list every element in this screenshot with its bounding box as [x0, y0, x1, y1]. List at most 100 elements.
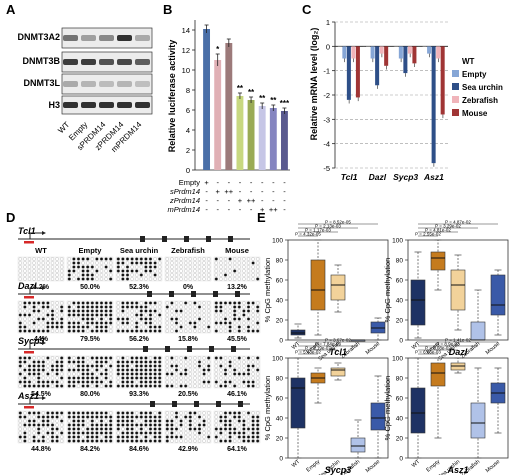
cpg-site [50, 419, 55, 423]
cpg-site [144, 257, 148, 261]
row-label-mprdm14: mPrdm14 [167, 205, 200, 214]
cpg-site [188, 427, 192, 431]
cpg-site [135, 423, 139, 427]
y-tick-label: 20 [276, 436, 284, 443]
cpg-site [228, 431, 232, 435]
cpg-site [153, 372, 157, 376]
p-value: P = 6.08e-02 [425, 346, 451, 351]
cpg-site [148, 415, 153, 419]
cpg-site [32, 364, 36, 368]
cpg-site [251, 257, 255, 261]
cpg-site [170, 261, 174, 265]
cpg-site [256, 427, 260, 431]
cpg-site [165, 372, 169, 376]
cpg-site [104, 313, 108, 317]
cpg-site [37, 261, 41, 265]
cpg-site [207, 435, 211, 439]
cpg-site [193, 329, 197, 333]
cpg-site [144, 431, 148, 435]
cpg-site [27, 368, 32, 372]
y-tick-label: 60 [276, 278, 284, 285]
cpg-site [41, 376, 45, 380]
cpg-site [139, 325, 143, 329]
cpg-site [193, 356, 197, 360]
sign-cell: - [250, 178, 253, 187]
cpg-site [18, 277, 22, 281]
cpg-site [130, 360, 134, 364]
cpg-site [76, 261, 81, 265]
legend-title: WT [462, 57, 475, 66]
blot-band [81, 59, 96, 65]
cpg-site [46, 435, 50, 439]
cpg-site [174, 423, 179, 427]
significance-mark: * [216, 45, 220, 54]
cpg-site [72, 380, 76, 384]
cpg-site [144, 372, 148, 376]
cpg-site [158, 372, 162, 376]
y-tick-label: 20 [276, 318, 284, 325]
blot-label-dnmt3b: DNMT3B [23, 56, 61, 66]
cpg-site [27, 325, 32, 329]
cpg-site [27, 364, 32, 368]
cpg-site [242, 301, 246, 305]
cpg-site [50, 269, 55, 273]
cpg-site [237, 360, 241, 364]
methylation-percent: 52.3% [129, 284, 150, 291]
exon-block [165, 346, 170, 352]
cpg-site [223, 305, 228, 309]
cpg-site [207, 269, 211, 273]
cpg-site [125, 384, 130, 388]
cpg-site [170, 317, 174, 321]
legend-item: Sea urchin [462, 83, 503, 92]
cpg-site [158, 356, 162, 360]
cpg-site [135, 411, 139, 415]
cpg-site [246, 411, 251, 415]
blot-band [99, 35, 114, 41]
cpg-site [179, 384, 183, 388]
cpg-site [158, 380, 162, 384]
cpg-site [104, 419, 108, 423]
cpg-site [179, 265, 183, 269]
cpg-site [86, 372, 90, 376]
cpg-site [170, 329, 174, 333]
methylation-percent: 56.2% [129, 336, 150, 343]
cpg-site [18, 423, 22, 427]
cpg-site [67, 360, 71, 364]
significance-mark: ** [259, 94, 266, 103]
cpg-site [139, 360, 143, 364]
cpg-site [139, 380, 143, 384]
y-tick-label: 100 [392, 238, 403, 245]
cpg-site [86, 360, 90, 364]
cpg-site [242, 415, 246, 419]
cpg-site [81, 419, 85, 423]
cpg-site [174, 321, 179, 325]
cpg-site [228, 360, 232, 364]
cpg-site [184, 419, 188, 423]
cpg-site [72, 309, 76, 313]
cpg-site [153, 411, 157, 415]
row-label-empty: Empty [179, 178, 201, 187]
cpg-site [32, 329, 36, 333]
methylation-percent: 0% [183, 284, 194, 291]
cpg-site [60, 427, 64, 431]
cpg-site [32, 384, 36, 388]
sign-cell: - [216, 196, 219, 205]
cpg-site [251, 321, 255, 325]
cpg-site [72, 376, 76, 380]
cpg-site [256, 261, 260, 265]
cpg-site [144, 305, 148, 309]
cpg-site [233, 419, 237, 423]
cpg-site [104, 364, 108, 368]
cpg-site [158, 265, 162, 269]
cpg-site [116, 372, 120, 376]
cpg-site [32, 273, 36, 277]
cpg-site [193, 261, 197, 265]
cpg-site [219, 265, 223, 269]
cpg-site [125, 261, 130, 265]
cpg-site [116, 277, 120, 281]
cpg-site [184, 317, 188, 321]
p-value: P = 6.05e-03 [415, 350, 441, 355]
cpg-site [179, 305, 183, 309]
cpg-site [99, 305, 104, 309]
cpg-site [139, 372, 143, 376]
